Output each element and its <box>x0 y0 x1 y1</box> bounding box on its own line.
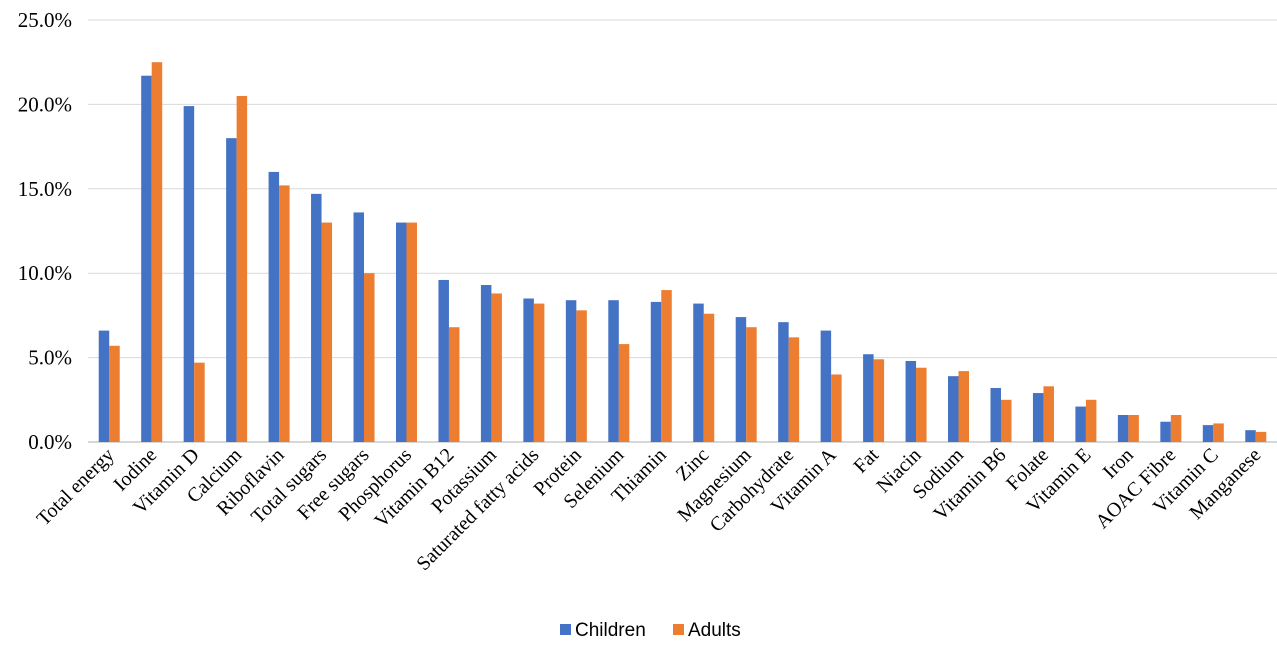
bar-children-sodium <box>948 376 959 442</box>
bars <box>98 62 1267 443</box>
bar-adults-vitamin-d <box>194 362 205 442</box>
bar-adults-sodium <box>958 371 970 442</box>
bar-adults-zinc <box>703 313 715 442</box>
bar-children-saturated-fatty-acids <box>523 298 534 442</box>
bar-children-calcium <box>226 138 237 442</box>
bar-children-total-energy <box>98 330 110 442</box>
legend-label-adults: Adults <box>688 620 741 641</box>
bar-adults-potassium <box>491 293 502 442</box>
bar-children-free-sugars <box>353 212 365 442</box>
bar-children-magnesium <box>735 317 747 442</box>
bar-adults-vitamin-a <box>831 374 842 442</box>
y-tick-label: 20.0% <box>18 92 72 116</box>
bar-children-vitamin-c <box>1202 425 1214 442</box>
bar-children-vitamin-a <box>820 330 832 442</box>
legend-swatch-children <box>560 624 571 635</box>
bar-adults-phosphorus <box>406 222 417 442</box>
bar-adults-fat <box>873 359 885 442</box>
y-tick-label: 0.0% <box>28 430 72 454</box>
bar-children-riboflavin <box>268 171 280 443</box>
bar-adults-vitamin-e <box>1085 399 1097 442</box>
bar-children-protein <box>565 300 577 442</box>
bar-adults-carbohydrate <box>788 337 800 442</box>
bar-children-vitamin-e <box>1075 406 1086 442</box>
bar-children-vitamin-b6 <box>990 387 1001 442</box>
legend-swatch-adults <box>673 624 684 635</box>
bar-adults-selenium <box>618 344 630 442</box>
x-category-label: Total energy <box>33 444 119 530</box>
bar-adults-iron <box>1128 414 1139 442</box>
bar-adults-magnesium <box>746 327 757 442</box>
bar-children-folate <box>1032 393 1044 442</box>
gridlines <box>88 19 1277 443</box>
bar-adults-iodine <box>151 62 163 442</box>
bar-children-total-sugars <box>311 193 322 442</box>
bar-children-zinc <box>693 303 704 442</box>
y-tick-label: 5.0% <box>28 346 72 370</box>
bar-adults-thiamin <box>661 290 672 442</box>
bar-children-iodine <box>141 75 152 442</box>
bar-adults-aoac-fibre <box>1170 414 1182 442</box>
bar-adults-calcium <box>236 95 248 443</box>
y-tick-label: 25.0% <box>18 8 72 32</box>
bar-children-vitamin-d <box>183 106 195 442</box>
legend: Children Adults <box>560 620 741 641</box>
bar-adults-manganese <box>1255 431 1267 442</box>
bar-children-iron <box>1117 414 1129 442</box>
bar-children-phosphorus <box>395 222 407 442</box>
bar-children-manganese <box>1245 430 1256 442</box>
bar-adults-saturated-fatty-acids <box>533 303 545 442</box>
bar-adults-protein <box>576 310 587 442</box>
bar-children-vitamin-b12 <box>438 279 449 442</box>
bar-adults-total-sugars <box>321 222 333 442</box>
bar-children-potassium <box>480 285 492 442</box>
bar-children-niacin <box>905 360 917 442</box>
y-tick-label: 15.0% <box>18 177 72 201</box>
bar-adults-riboflavin <box>279 185 290 442</box>
bar-children-aoac-fibre <box>1160 421 1171 442</box>
y-axis-tick-labels: 0.0% 5.0% 10.0% 15.0% 20.0% 25.0% <box>18 8 72 454</box>
bar-children-selenium <box>608 300 619 442</box>
bar-adults-folate <box>1043 386 1054 442</box>
bar-children-thiamin <box>650 301 662 442</box>
bar-adults-free-sugars <box>364 273 375 442</box>
bar-adults-vitamin-c <box>1213 423 1224 442</box>
bar-adults-niacin <box>916 367 927 442</box>
bar-adults-total-energy <box>109 345 120 442</box>
y-tick-label: 10.0% <box>18 261 72 285</box>
bar-children-fat <box>863 354 874 442</box>
bar-adults-vitamin-b12 <box>448 327 460 442</box>
bar-adults-vitamin-b6 <box>1000 399 1012 442</box>
x-category-label: Fat <box>849 444 883 478</box>
legend-label-children: Children <box>575 620 646 641</box>
bar-children-carbohydrate <box>778 322 789 442</box>
